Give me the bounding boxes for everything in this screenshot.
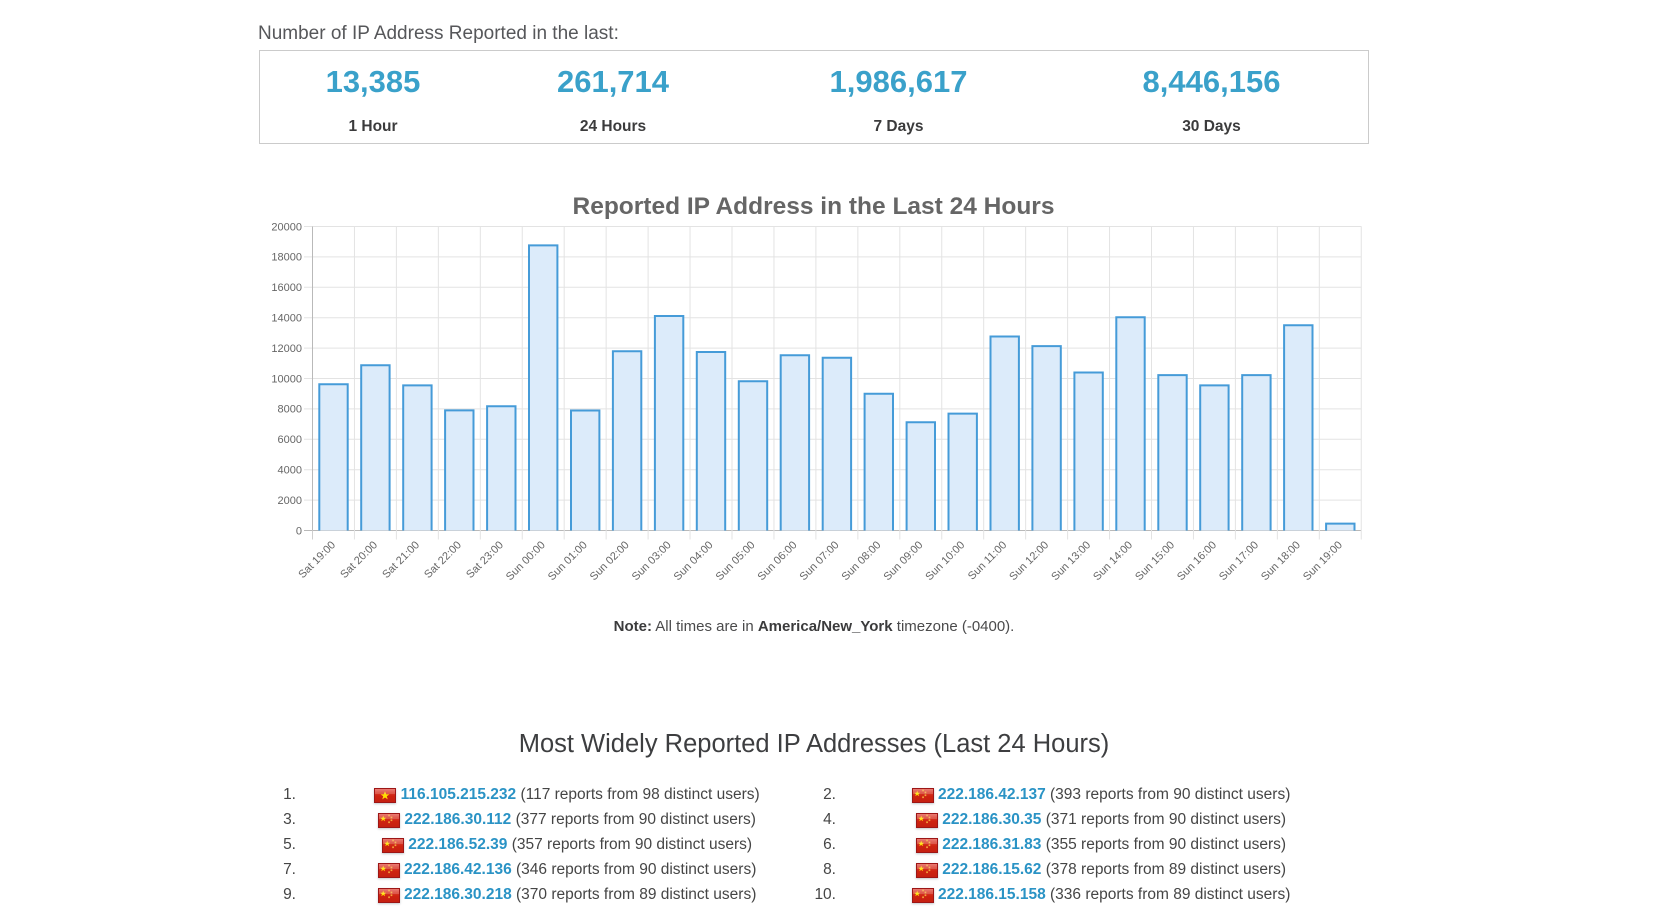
svg-text:Sun 04:00: Sun 04:00 (672, 539, 716, 583)
svg-text:8000: 8000 (278, 404, 302, 416)
svg-text:20000: 20000 (271, 221, 302, 233)
svg-text:Sun 05:00: Sun 05:00 (714, 539, 758, 583)
svg-text:Sat 22:00: Sat 22:00 (422, 539, 464, 581)
svg-text:Sun 17:00: Sun 17:00 (1217, 539, 1261, 583)
svg-text:Sun 19:00: Sun 19:00 (1301, 539, 1345, 583)
svg-text:Sat 21:00: Sat 21:00 (380, 539, 422, 581)
svg-text:0: 0 (296, 525, 302, 537)
svg-text:Sun 12:00: Sun 12:00 (1007, 539, 1051, 583)
svg-text:Sun 13:00: Sun 13:00 (1049, 539, 1093, 583)
svg-text:12000: 12000 (271, 343, 302, 355)
svg-text:6000: 6000 (278, 434, 302, 446)
svg-text:Sun 00:00: Sun 00:00 (504, 539, 548, 583)
svg-text:2000: 2000 (278, 495, 302, 507)
svg-text:Sun 06:00: Sun 06:00 (756, 539, 800, 583)
svg-text:Reported IP Address in the Las: Reported IP Address in the Last 24 Hours (573, 193, 1055, 220)
svg-text:Sun 08:00: Sun 08:00 (839, 539, 883, 583)
svg-text:Sun 14:00: Sun 14:00 (1091, 539, 1135, 583)
svg-text:Sat 20:00: Sat 20:00 (338, 539, 380, 581)
svg-text:Sun 03:00: Sun 03:00 (630, 539, 674, 583)
svg-text:14000: 14000 (271, 313, 302, 325)
svg-text:Sun 01:00: Sun 01:00 (546, 539, 590, 583)
svg-text:Sun 02:00: Sun 02:00 (588, 539, 632, 583)
svg-text:Sun 07:00: Sun 07:00 (798, 539, 842, 583)
svg-text:18000: 18000 (271, 252, 302, 264)
svg-text:Sat 19:00: Sat 19:00 (296, 539, 338, 581)
svg-text:Sat 23:00: Sat 23:00 (464, 539, 506, 581)
svg-text:16000: 16000 (271, 282, 302, 294)
svg-text:10000: 10000 (271, 373, 302, 385)
svg-text:Sun 18:00: Sun 18:00 (1259, 539, 1303, 583)
svg-text:Sun 11:00: Sun 11:00 (966, 539, 1009, 582)
svg-text:Sun 09:00: Sun 09:00 (881, 539, 925, 583)
svg-text:4000: 4000 (278, 465, 302, 477)
svg-text:Sun 15:00: Sun 15:00 (1133, 539, 1177, 583)
svg-text:Sun 10:00: Sun 10:00 (923, 539, 967, 583)
svg-text:Sun 16:00: Sun 16:00 (1175, 539, 1219, 583)
